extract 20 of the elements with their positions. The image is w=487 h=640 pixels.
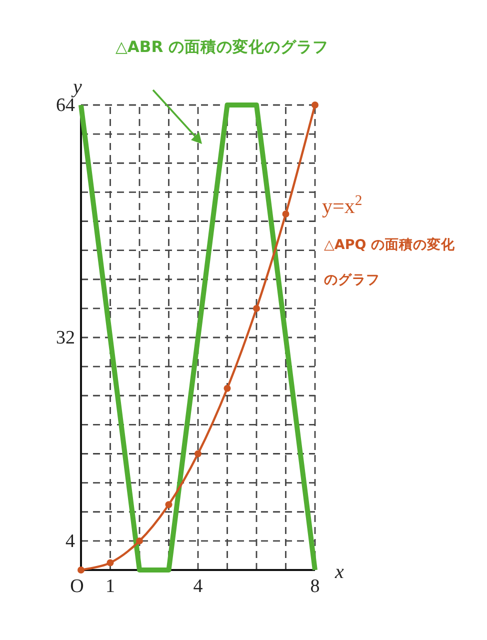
point xyxy=(194,450,202,458)
x-tick-label: 1 xyxy=(106,576,115,597)
text: △ABR の面積の変化のグラフ xyxy=(115,37,329,56)
point xyxy=(78,566,84,574)
y-tick-label: 4 xyxy=(66,530,76,552)
x-tick-label: O xyxy=(70,576,84,597)
point xyxy=(282,210,290,218)
point xyxy=(165,501,172,508)
x-axis-title: x xyxy=(334,561,344,583)
x-tick-label: 8 xyxy=(310,576,320,597)
point xyxy=(136,537,143,544)
point xyxy=(253,304,260,312)
text: △APQ の面積の変化のグラフ xyxy=(324,237,455,288)
point xyxy=(224,384,231,392)
y-axis-title: y xyxy=(71,76,82,98)
y-tick-label: 32 xyxy=(56,328,75,348)
point xyxy=(312,102,318,108)
x-tick-label: 4 xyxy=(193,576,204,597)
text: y=x$^{2}$ xyxy=(322,193,362,218)
point xyxy=(106,559,114,566)
